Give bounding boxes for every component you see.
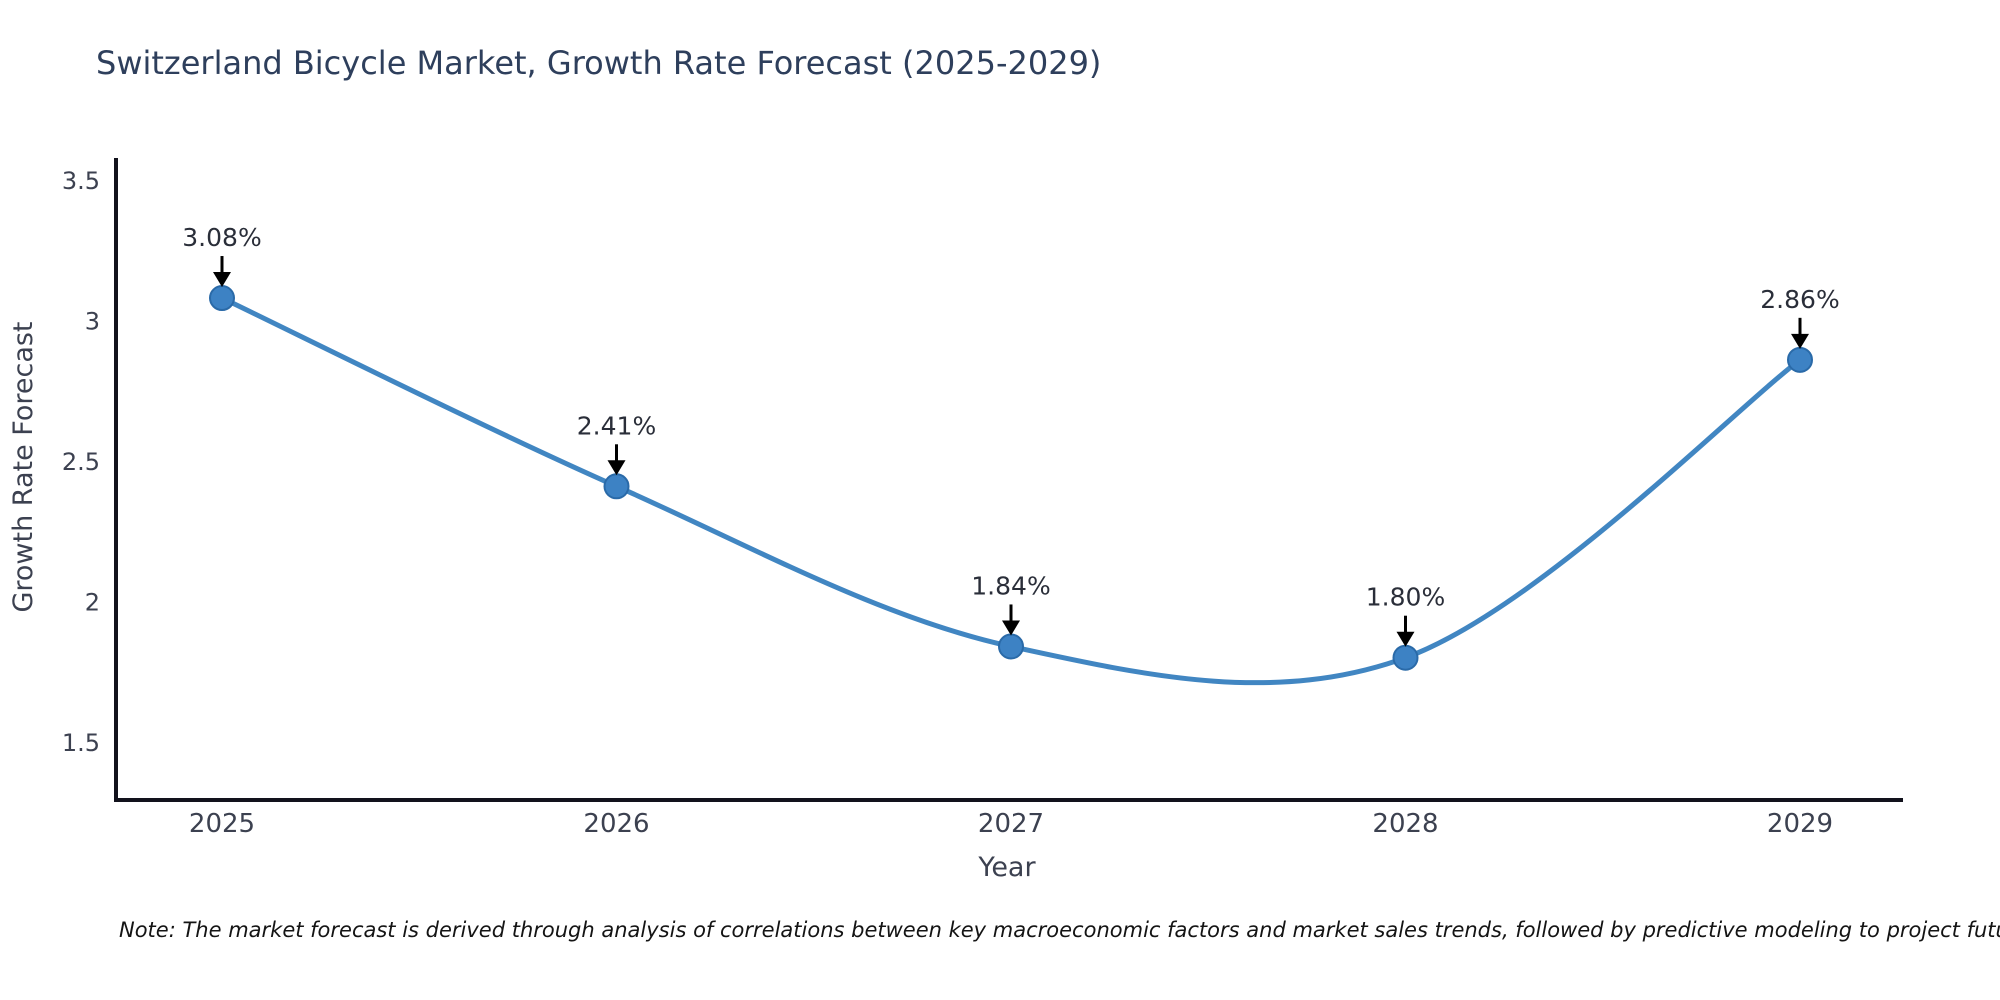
data-point-annotation: 2.41%: [577, 411, 656, 440]
footnote: Note: The market forecast is derived thr…: [119, 918, 2000, 942]
data-point-marker: [1787, 346, 1813, 373]
x-tick-label: 2025: [189, 809, 255, 839]
x-tick-label: 2027: [978, 809, 1044, 839]
data-point-marker: [209, 285, 235, 312]
data-point-annotation: 3.08%: [182, 223, 261, 252]
x-tick-label: 2026: [583, 809, 649, 839]
data-point-marker: [1392, 644, 1419, 671]
y-tick-label: 2: [85, 589, 100, 617]
chart-title: Switzerland Bicycle Market, Growth Rate …: [96, 44, 1102, 82]
y-tick-label: 3: [85, 308, 100, 336]
annotation-arrow-head: [607, 460, 626, 476]
data-point-marker: [998, 633, 1024, 660]
y-tick-label: 1.5: [62, 729, 100, 757]
annotation-arrow-head: [1791, 333, 1809, 349]
x-tick-label: 2028: [1372, 809, 1438, 839]
data-point-marker: [603, 473, 630, 500]
annotation-arrow-head: [1396, 631, 1415, 647]
data-point-annotation: 1.80%: [1366, 583, 1445, 612]
y-tick-label: 2.5: [62, 448, 100, 476]
data-point-annotation: 2.86%: [1760, 285, 1839, 314]
annotation-arrow-head: [1002, 620, 1020, 636]
x-tick-label: 2029: [1767, 809, 1833, 839]
y-tick-label: 3.5: [62, 167, 100, 195]
annotation-arrow-head: [213, 272, 231, 288]
data-point-annotation: 1.84%: [971, 571, 1050, 600]
x-axis-title: Year: [978, 852, 1036, 883]
